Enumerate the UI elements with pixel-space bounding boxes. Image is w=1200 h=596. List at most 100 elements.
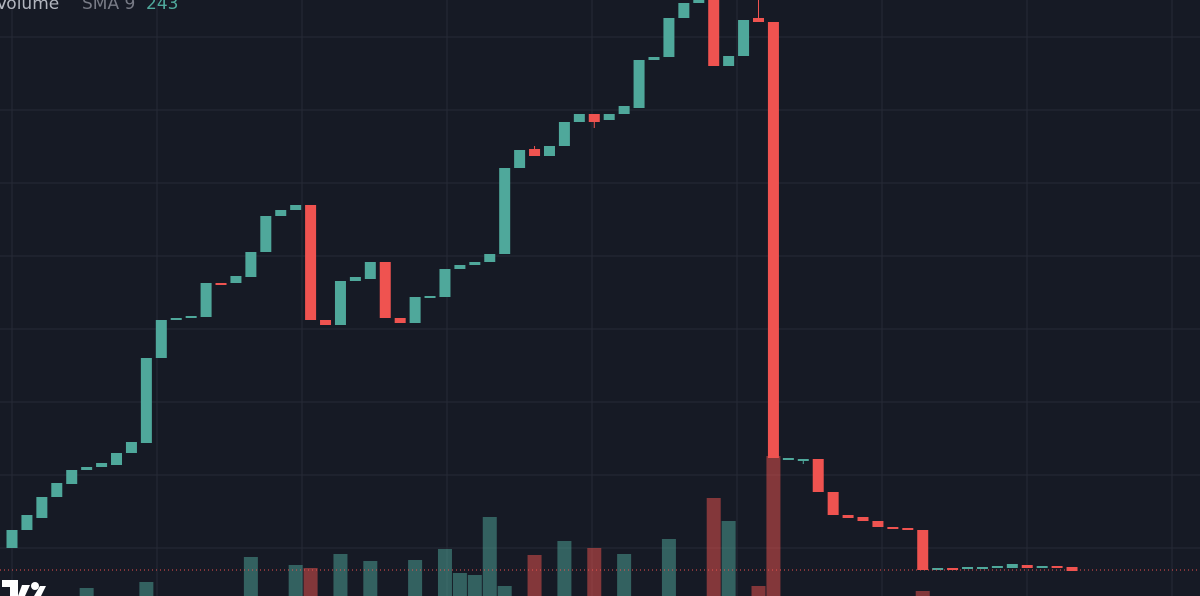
candle-body bbox=[842, 515, 854, 518]
candle-body bbox=[484, 254, 496, 262]
candle-body bbox=[782, 458, 794, 460]
candle-body bbox=[529, 149, 541, 156]
candle-body bbox=[991, 566, 1003, 568]
logo bbox=[2, 580, 46, 596]
candle-body bbox=[663, 18, 675, 57]
volume-bar bbox=[408, 560, 423, 596]
candle-body bbox=[648, 57, 660, 60]
volume-bar bbox=[915, 591, 930, 596]
candle-body bbox=[1066, 567, 1078, 571]
candle-body bbox=[947, 568, 959, 570]
candle-body bbox=[633, 60, 645, 108]
volume-bar bbox=[437, 549, 452, 596]
candle-body bbox=[81, 467, 93, 470]
volume-bar bbox=[288, 565, 303, 596]
candle-body bbox=[976, 567, 988, 569]
candle-body bbox=[275, 210, 287, 216]
candle-body bbox=[21, 515, 33, 530]
candle-body bbox=[36, 497, 48, 518]
volume-bar bbox=[661, 539, 676, 596]
candle-body bbox=[767, 22, 779, 458]
candle-body bbox=[469, 262, 481, 265]
candle-body bbox=[753, 18, 764, 22]
candle-body bbox=[409, 297, 421, 323]
candles bbox=[6, 0, 1078, 571]
candle-body bbox=[1006, 564, 1018, 568]
volume-bar bbox=[587, 548, 602, 596]
candle-body bbox=[51, 483, 63, 497]
candle-body bbox=[1021, 565, 1033, 568]
candle-body bbox=[379, 262, 391, 318]
candle-body bbox=[245, 252, 257, 277]
candle-body bbox=[230, 276, 242, 283]
candle-body bbox=[290, 205, 302, 210]
sma-value: 243 bbox=[146, 0, 178, 14]
candle-body bbox=[66, 470, 78, 484]
candle-body bbox=[573, 114, 585, 122]
candle-body bbox=[394, 318, 406, 323]
volume-bar bbox=[497, 586, 512, 596]
candle-body bbox=[155, 320, 167, 358]
volume-bar bbox=[333, 554, 348, 596]
candle-body bbox=[872, 521, 884, 527]
candle-body bbox=[6, 530, 18, 548]
candle-body bbox=[364, 262, 376, 279]
candle-body bbox=[812, 459, 824, 492]
candle-body bbox=[1051, 566, 1063, 568]
candle-body bbox=[140, 358, 152, 443]
candle-body bbox=[887, 527, 899, 529]
candle-body bbox=[215, 283, 227, 285]
candle-body bbox=[454, 265, 466, 269]
candle-body bbox=[424, 296, 436, 298]
volume-bar bbox=[79, 588, 94, 596]
volume-bar bbox=[766, 456, 781, 596]
candle-body bbox=[932, 568, 944, 570]
candle-body bbox=[125, 442, 137, 453]
volume-bar bbox=[243, 557, 258, 596]
candle-body bbox=[558, 122, 570, 146]
candle-body bbox=[902, 528, 914, 530]
candle-body bbox=[857, 517, 869, 521]
candle-body bbox=[96, 463, 108, 467]
candle-body bbox=[334, 281, 346, 325]
candle-body bbox=[962, 567, 974, 569]
volume-bar bbox=[363, 561, 378, 596]
candle-body bbox=[185, 316, 197, 318]
volume-bar bbox=[527, 555, 542, 596]
candle-body bbox=[618, 106, 630, 114]
volume-bar bbox=[721, 521, 736, 596]
volume-bar bbox=[482, 517, 497, 596]
volume-bar bbox=[303, 568, 318, 596]
volume-bar bbox=[617, 554, 632, 596]
volume-bar bbox=[706, 498, 721, 596]
candle-body bbox=[917, 530, 929, 570]
candle-body bbox=[678, 3, 690, 18]
candle-body bbox=[827, 492, 839, 515]
volume-bar bbox=[751, 586, 766, 596]
candle-body bbox=[305, 205, 317, 320]
volume-bar bbox=[467, 575, 482, 596]
candle-body bbox=[320, 320, 332, 325]
candle-body bbox=[738, 20, 750, 56]
volume-bar bbox=[452, 573, 467, 596]
candle-body bbox=[499, 168, 511, 254]
candle-body bbox=[111, 453, 123, 465]
indicator-name: Volume bbox=[0, 0, 59, 14]
candle-body bbox=[588, 114, 600, 122]
candle-body bbox=[170, 318, 182, 320]
candle-body bbox=[514, 150, 526, 168]
volume-bar bbox=[139, 582, 154, 596]
candle-body bbox=[1036, 566, 1048, 568]
candle-body bbox=[723, 56, 735, 66]
sma-label: SMA 9 bbox=[82, 0, 135, 14]
candle-body bbox=[603, 114, 615, 120]
volume-pane bbox=[79, 456, 930, 596]
candle-body bbox=[200, 283, 212, 317]
candle-body bbox=[349, 277, 361, 281]
candle-body bbox=[543, 146, 555, 156]
volume-bar bbox=[557, 541, 572, 596]
